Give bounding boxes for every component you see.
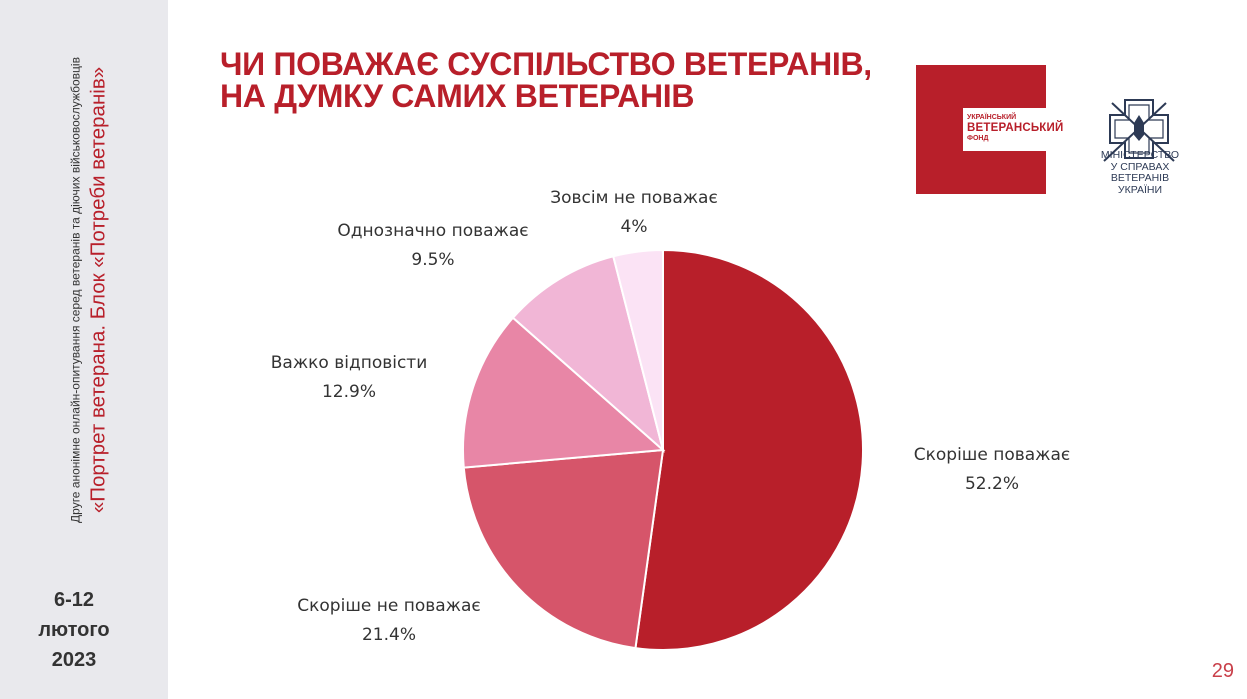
- sidebar: Друге анонімне онлайн-опитування серед в…: [0, 0, 168, 699]
- fund-logo-line1: УКРАЇНСЬКИЙ: [967, 114, 1017, 121]
- fund-logo-line3: ФОНД: [967, 135, 989, 142]
- ministry-line1: МІНІСТЕРСТВО: [1100, 149, 1180, 161]
- slice-category-label: Зовсім не поважає: [550, 188, 718, 208]
- slice-value-label: 12.9%: [322, 382, 376, 402]
- slice-value-label: 21.4%: [362, 625, 416, 645]
- ministry-emblem-icon: [1103, 99, 1175, 162]
- ministry-line4: УКРАЇНИ: [1117, 183, 1163, 196]
- pie-slice: [462, 448, 665, 650]
- date-month: лютого: [38, 619, 110, 641]
- slide-title: ЧИ ПОВАЖАЄ СУСПІЛЬСТВО ВЕТЕРАНІВ, НА ДУМ…: [220, 48, 872, 112]
- slice-category-label: Однозначно поважає: [337, 221, 528, 241]
- fund-logo-line2: ВЕТЕРАНСЬКИЙ: [967, 122, 1064, 134]
- slice-value-label: 9.5%: [411, 250, 454, 270]
- page-number: 29: [1211, 660, 1234, 682]
- slide-title-line1: ЧИ ПОВАЖАЄ СУСПІЛЬСТВО ВЕТЕРАНІВ,: [220, 46, 872, 82]
- ministry-logo-caption: МІНІСТЕРСТВО У СПРАВАХ ВЕТЕРАНІВ УКРАЇНИ: [1090, 149, 1190, 196]
- date-days: 6-12: [53, 589, 95, 611]
- slice-value-label: 52.2%: [965, 474, 1019, 494]
- ministry-line2: У СПРАВАХ: [1110, 160, 1170, 173]
- pie-slice: [612, 248, 664, 451]
- slide-title-line2: НА ДУМКУ САМИХ ВЕТЕРАНІВ: [220, 78, 695, 114]
- veteran-fund-logo: УКРАЇНСЬКИЙ ВЕТЕРАНСЬКИЙ ФОНД: [916, 65, 1063, 194]
- veteran-fund-logo-text: УКРАЇНСЬКИЙ ВЕТЕРАНСЬКИЙ ФОНД: [967, 113, 1063, 143]
- slice-category-label: Важко відповісти: [271, 353, 428, 373]
- slice-category-label: Скоріше поважає: [914, 445, 1071, 465]
- survey-date: 6-12 лютого 2023: [0, 585, 148, 675]
- slice-category-label: Скоріше не поважає: [297, 596, 480, 616]
- pie-slice: [634, 248, 865, 651]
- ministry-line3: ВЕТЕРАНІВ: [1110, 172, 1170, 184]
- veteran-fund-logo-panel: [963, 108, 1046, 151]
- date-year: 2023: [51, 649, 97, 671]
- pie-slice: [462, 316, 666, 469]
- slice-value-label: 4%: [621, 217, 648, 237]
